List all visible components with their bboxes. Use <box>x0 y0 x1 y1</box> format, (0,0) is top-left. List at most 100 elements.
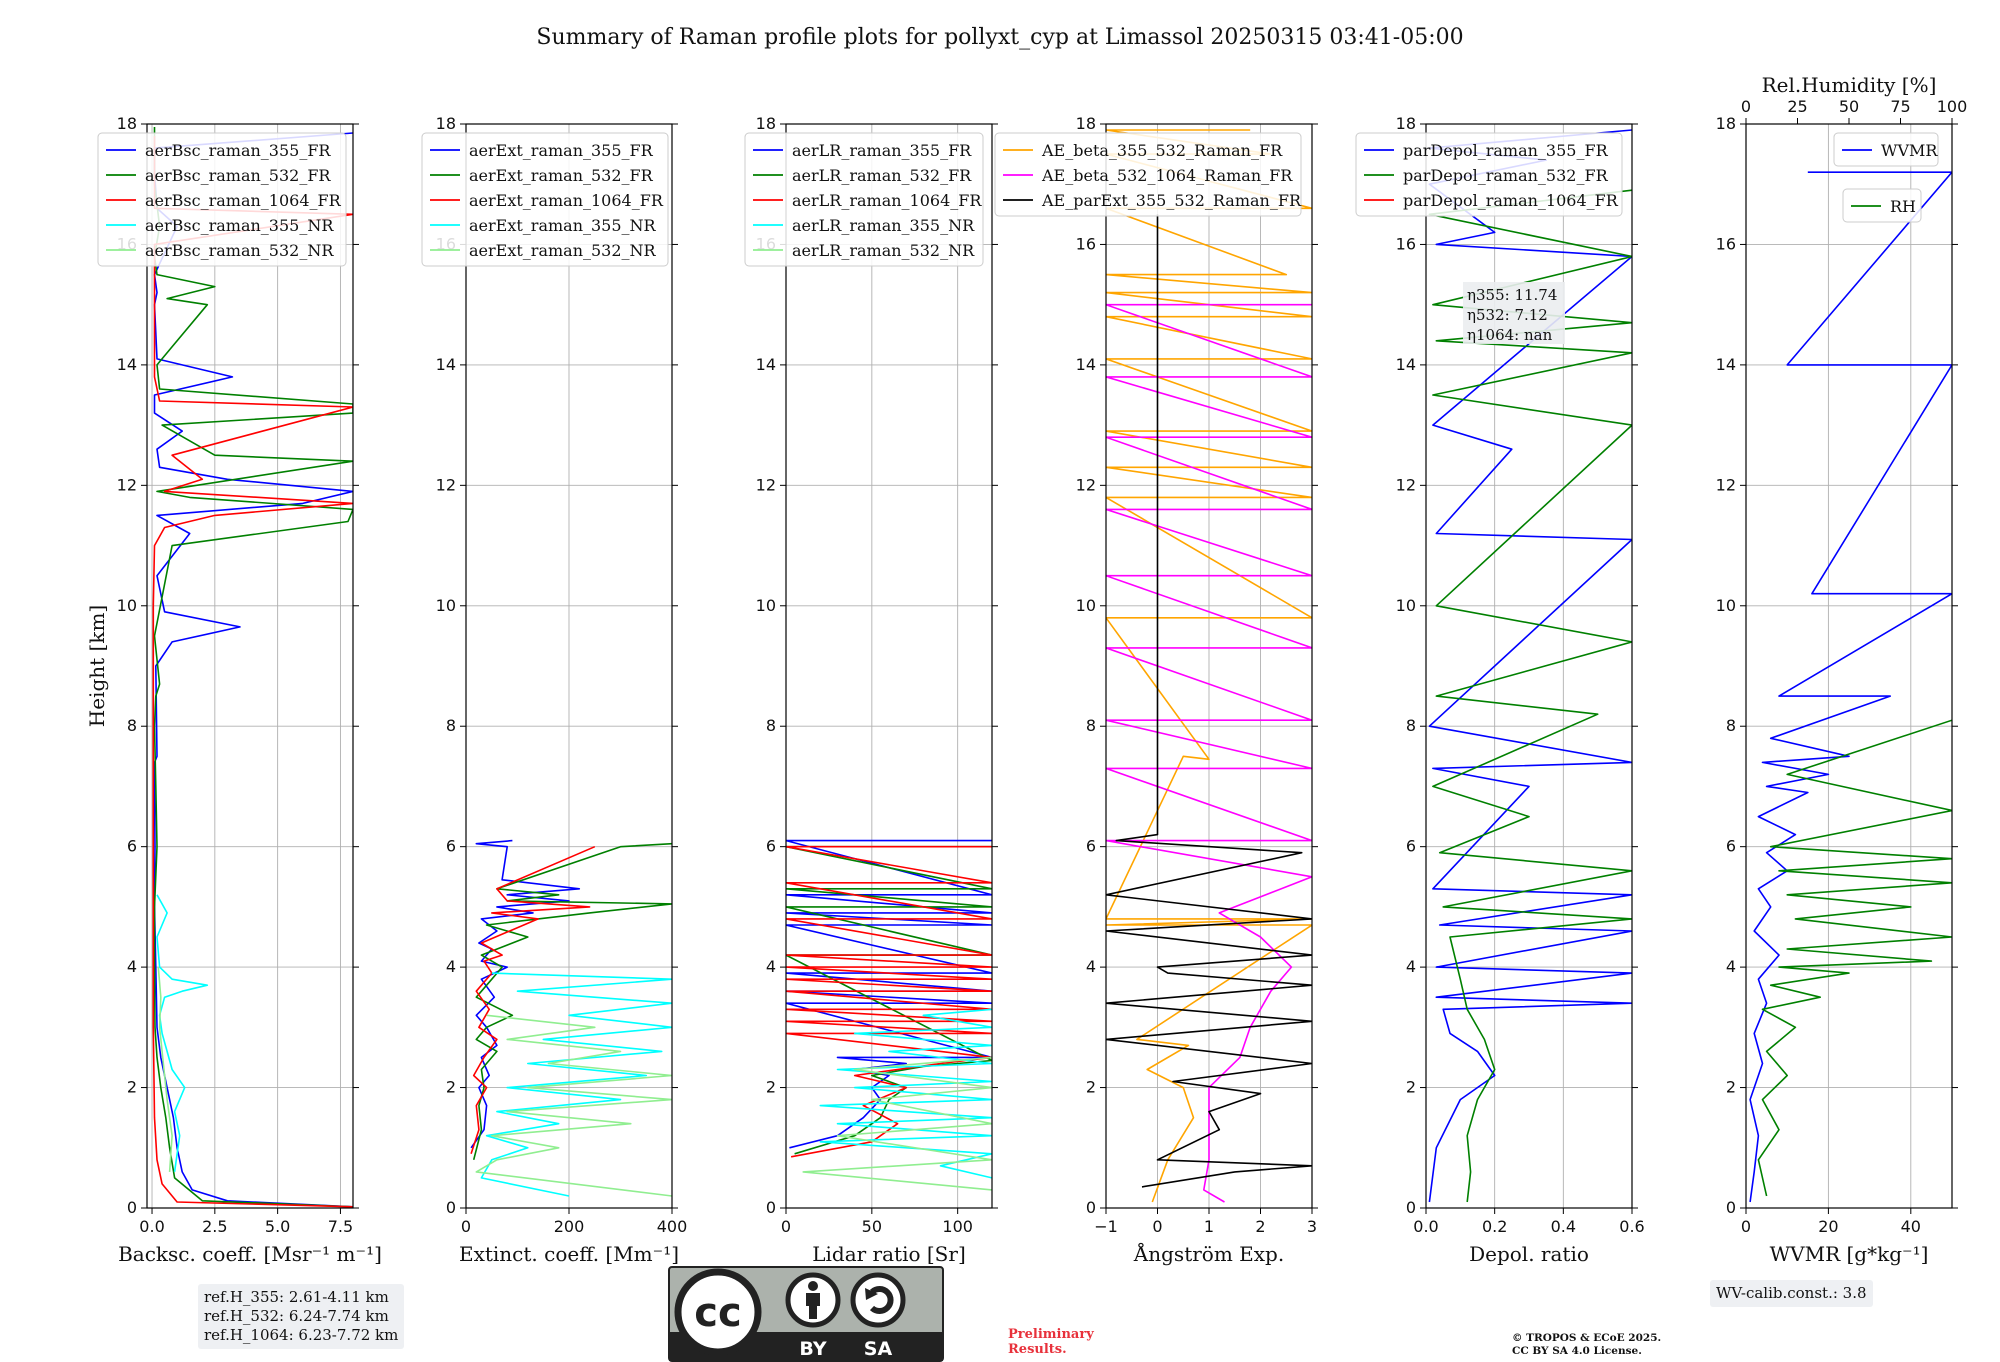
y-tick-label: 4 <box>1086 957 1096 976</box>
y-tick-label: 10 <box>756 596 776 615</box>
y-tick-label: 14 <box>756 355 776 374</box>
x-tick-label: 0.0 <box>1413 1217 1438 1236</box>
panel-depolarization: 0 2 4 6 8 10 12 14 16 18 0.0 0.2 0.4 0.6 Depol. ratio p… <box>1355 114 1645 1266</box>
top-x-tick-label: 75 <box>1890 97 1910 116</box>
x-tick-label: 40 <box>1901 1217 1921 1236</box>
y-tick-label: 6 <box>446 837 456 856</box>
y-tick-label: 0 <box>1726 1198 1736 1217</box>
y-tick-label: 2 <box>1086 1078 1096 1097</box>
series-line-aerBsc_raman_1064_FR <box>152 136 353 1208</box>
y-tick-label: 16 <box>1076 234 1096 253</box>
x-axis-label: WVMR [g*kg⁻¹] <box>1770 1242 1929 1266</box>
legend-label: aerExt_raman_532_FR <box>469 166 654 185</box>
legend-label: parDepol_raman_1064_FR <box>1403 191 1619 210</box>
ref-heights-box: ref.H_355: 2.61-4.11 km ref.H_532: 6.24-… <box>198 1284 405 1349</box>
y-tick-label: 4 <box>1726 957 1736 976</box>
legend-label: aerBsc_raman_355_FR <box>145 141 331 160</box>
y-tick-label: 14 <box>1716 355 1736 374</box>
series-line-aerExt_raman_355_FR <box>470 839 581 1149</box>
series-line-aerLR_raman_532_NR <box>802 1056 992 1191</box>
x-tick-label: 0.0 <box>139 1217 164 1236</box>
legend-angstrom: AE_beta_355_532_Raman_FR AE_beta_532_1064… <box>994 132 1302 217</box>
y-tick-label: 10 <box>1076 596 1096 615</box>
series-line-WVMR <box>1749 171 1952 1203</box>
series-line-aerExt_raman_1064_FR <box>470 845 596 1155</box>
legend-box <box>421 132 669 267</box>
ref-height-532: ref.H_532: 6.24-7.74 km <box>204 1307 389 1325</box>
y-tick-label: 8 <box>1726 716 1736 735</box>
top-x-tick-label: 0 <box>1741 97 1751 116</box>
legend-label: aerExt_raman_532_NR <box>469 241 657 260</box>
legend-label: aerBsc_raman_355_NR <box>145 216 334 235</box>
y-tick-label: 12 <box>436 475 456 494</box>
legend-label: aerExt_raman_355_FR <box>469 141 654 160</box>
y-tick-label: 0 <box>446 1198 456 1217</box>
y-tick-label: 12 <box>117 475 137 494</box>
series-line-parDepol_raman_355_FR <box>1428 129 1632 1203</box>
y-tick-label: 18 <box>1076 114 1096 133</box>
x-tick-label: 2 <box>1255 1217 1265 1236</box>
top-x-axis-label: Rel.Humidity [%] <box>1762 73 1937 97</box>
x-axis-label: Extinct. coeff. [Mm⁻¹] <box>459 1242 679 1266</box>
legend-box <box>1355 132 1623 217</box>
y-tick-label: 6 <box>1406 837 1416 856</box>
eta-line: η1064: nan <box>1467 326 1553 344</box>
y-tick-label: 8 <box>127 716 137 735</box>
legend-backscatter: aerBsc_raman_355_FR aerBsc_raman_532_FRae… <box>97 132 347 267</box>
series-line-AE_beta_355_532_Raman_FR <box>1106 129 1312 1203</box>
legend-label: aerLR_raman_355_NR <box>792 216 975 235</box>
y-tick-label: 6 <box>1726 837 1736 856</box>
legend-water_vapor: WVMR <box>1833 132 1939 167</box>
x-axis-label: Backsc. coeff. [Msr⁻¹ m⁻¹] <box>118 1242 382 1266</box>
legend-label: AE_beta_532_1064_Raman_FR <box>1041 166 1293 185</box>
series-group <box>1106 129 1312 1203</box>
y-tick-label: 0 <box>766 1198 776 1217</box>
y-tick-label: 14 <box>1076 355 1096 374</box>
series-line-aerLR_raman_355_NR <box>819 1008 992 1179</box>
x-tick-label: 0.4 <box>1551 1217 1576 1236</box>
top-x-tick-label: 50 <box>1839 97 1859 116</box>
cc-logo-icon: cc <box>674 1268 762 1356</box>
y-tick-label: 18 <box>756 114 776 133</box>
x-axis-label: Lidar ratio [Sr] <box>812 1242 966 1266</box>
y-tick-label: 0 <box>127 1198 137 1217</box>
legend-label: parDepol_raman_355_FR <box>1403 141 1609 160</box>
y-tick-label: 8 <box>1086 716 1096 735</box>
axes-frame <box>1745 123 1953 1209</box>
copyright-notice: © TROPOS & ECoE 2025. CC BY SA 4.0 Licen… <box>1512 1332 1662 1357</box>
axes-frame <box>785 123 993 1209</box>
figure-title: Summary of Raman profile plots for polly… <box>536 25 1463 50</box>
eta-annotation: η355: 11.74 η532: 7.12 η1064: nan <box>1463 282 1565 344</box>
x-tick-label: 100 <box>942 1217 973 1236</box>
y-tick-label: 18 <box>117 114 137 133</box>
y-tick-label: 14 <box>1396 355 1416 374</box>
ref-height-1064: ref.H_1064: 6.23-7.72 km <box>204 1326 399 1344</box>
eta-line: η355: 11.74 <box>1467 286 1557 304</box>
axes-frame <box>1425 123 1633 1209</box>
series-line-aerLR_raman_1064_FR <box>786 845 992 1158</box>
y-tick-label: 18 <box>436 114 456 133</box>
legend-box <box>994 132 1302 217</box>
badge-by-text: BY <box>799 1338 826 1360</box>
series-line-AE_parExt_355_532_Raman_FR <box>1106 214 1312 1188</box>
person-icon <box>785 1272 841 1328</box>
legend-box <box>1833 132 1939 167</box>
legend-label: aerBsc_raman_1064_FR <box>145 191 342 210</box>
y-tick-label: 2 <box>127 1078 137 1097</box>
y-tick-label: 4 <box>127 957 137 976</box>
x-tick-label: 5.0 <box>265 1217 290 1236</box>
legend-label: aerLR_raman_532_FR <box>792 166 972 185</box>
series-line-RH <box>1757 719 1952 1197</box>
legend-label: aerLR_raman_1064_FR <box>792 191 982 210</box>
y-tick-label: 4 <box>446 957 456 976</box>
series-line-aerExt_raman_355_NR <box>480 972 672 1197</box>
y-tick-label: 10 <box>117 596 137 615</box>
axes-frame <box>146 123 354 1209</box>
panel-extinction: 0246810121416180200400Extinct. coeff. [M… <box>421 114 687 1266</box>
y-tick-label: 10 <box>1396 596 1416 615</box>
y-tick-label: 16 <box>1396 234 1416 253</box>
series-line-aerBsc_raman_532_NR <box>157 967 173 1172</box>
y-tick-label: 12 <box>756 475 776 494</box>
legend-box <box>97 132 347 267</box>
x-tick-label: −1 <box>1094 1217 1118 1236</box>
